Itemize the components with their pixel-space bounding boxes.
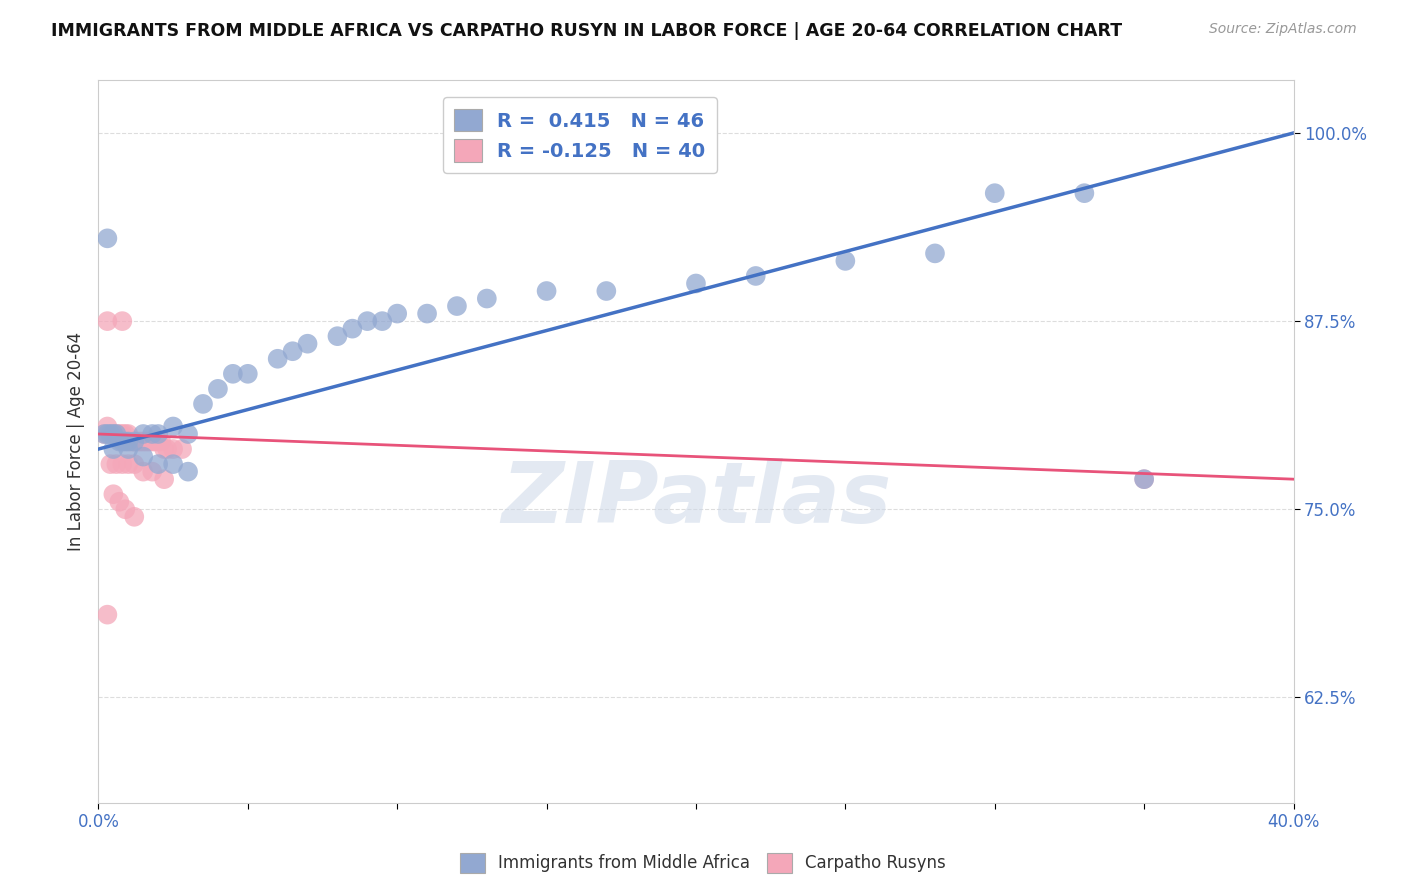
Point [191,397,214,411]
Point [162,442,184,456]
Point [105,427,128,442]
Point [356,314,378,328]
Point [326,329,349,343]
Point [108,427,131,442]
Point [1073,186,1095,201]
Y-axis label: In Labor Force | Age 20-64: In Labor Force | Age 20-64 [66,332,84,551]
Point [162,419,184,434]
Point [132,450,155,464]
Point [96,427,118,442]
Point [416,307,439,321]
Point [924,246,946,260]
Point [141,427,163,442]
Point [148,457,170,471]
Point [156,442,179,456]
Point [114,502,136,516]
Point [1133,472,1156,486]
Point [132,434,155,449]
Point [111,314,134,328]
Point [297,336,319,351]
Point [267,351,290,366]
Point [127,434,149,449]
Point [148,427,170,442]
Point [124,509,146,524]
Point [153,442,176,456]
Point [153,472,176,486]
Point [177,427,200,442]
Point [124,434,146,449]
Text: ZIPatlas: ZIPatlas [501,458,891,541]
Point [148,434,170,449]
Point [222,367,245,381]
Point [103,427,125,442]
Point [103,427,125,442]
Point [236,367,259,381]
Text: Source: ZipAtlas.com: Source: ZipAtlas.com [1209,22,1357,37]
Point [96,231,118,245]
Point [93,427,115,442]
Point [120,434,142,449]
Point [745,268,768,283]
Legend: R =  0.415   N = 46, R = -0.125   N = 40: R = 0.415 N = 46, R = -0.125 N = 40 [443,97,717,173]
Point [141,465,163,479]
Point [1133,472,1156,486]
Point [111,427,134,442]
Legend: Immigrants from Middle Africa, Carpatho Rusyns: Immigrants from Middle Africa, Carpatho … [453,847,953,880]
Point [117,427,139,442]
Point [371,314,394,328]
Point [385,307,409,321]
Point [132,465,155,479]
Point [172,442,194,456]
Point [96,607,118,622]
Point [984,186,1007,201]
Point [207,382,229,396]
Point [103,442,125,456]
Point [138,434,160,449]
Point [129,434,152,449]
Point [117,434,139,449]
Point [117,457,139,471]
Point [834,253,856,268]
Point [98,427,122,442]
Point [96,419,118,434]
Point [342,321,364,335]
Point [177,465,200,479]
Point [685,277,707,291]
Point [135,434,157,449]
Point [105,427,128,442]
Point [114,427,136,442]
Point [124,457,146,471]
Point [117,442,139,456]
Point [108,494,131,508]
Point [105,457,128,471]
Point [595,284,617,298]
Point [536,284,558,298]
Point [108,434,131,449]
Point [111,434,134,449]
Point [162,457,184,471]
Point [114,434,136,449]
Point [98,457,122,471]
Point [132,427,155,442]
Point [143,434,166,449]
Point [446,299,468,313]
Point [93,427,115,442]
Point [475,292,498,306]
Point [124,434,146,449]
Point [281,344,304,359]
Point [96,314,118,328]
Point [98,427,122,442]
Point [141,434,163,449]
Point [111,457,134,471]
Point [103,487,125,501]
Point [150,434,173,449]
Text: IMMIGRANTS FROM MIDDLE AFRICA VS CARPATHO RUSYN IN LABOR FORCE | AGE 20-64 CORRE: IMMIGRANTS FROM MIDDLE AFRICA VS CARPATH… [51,22,1122,40]
